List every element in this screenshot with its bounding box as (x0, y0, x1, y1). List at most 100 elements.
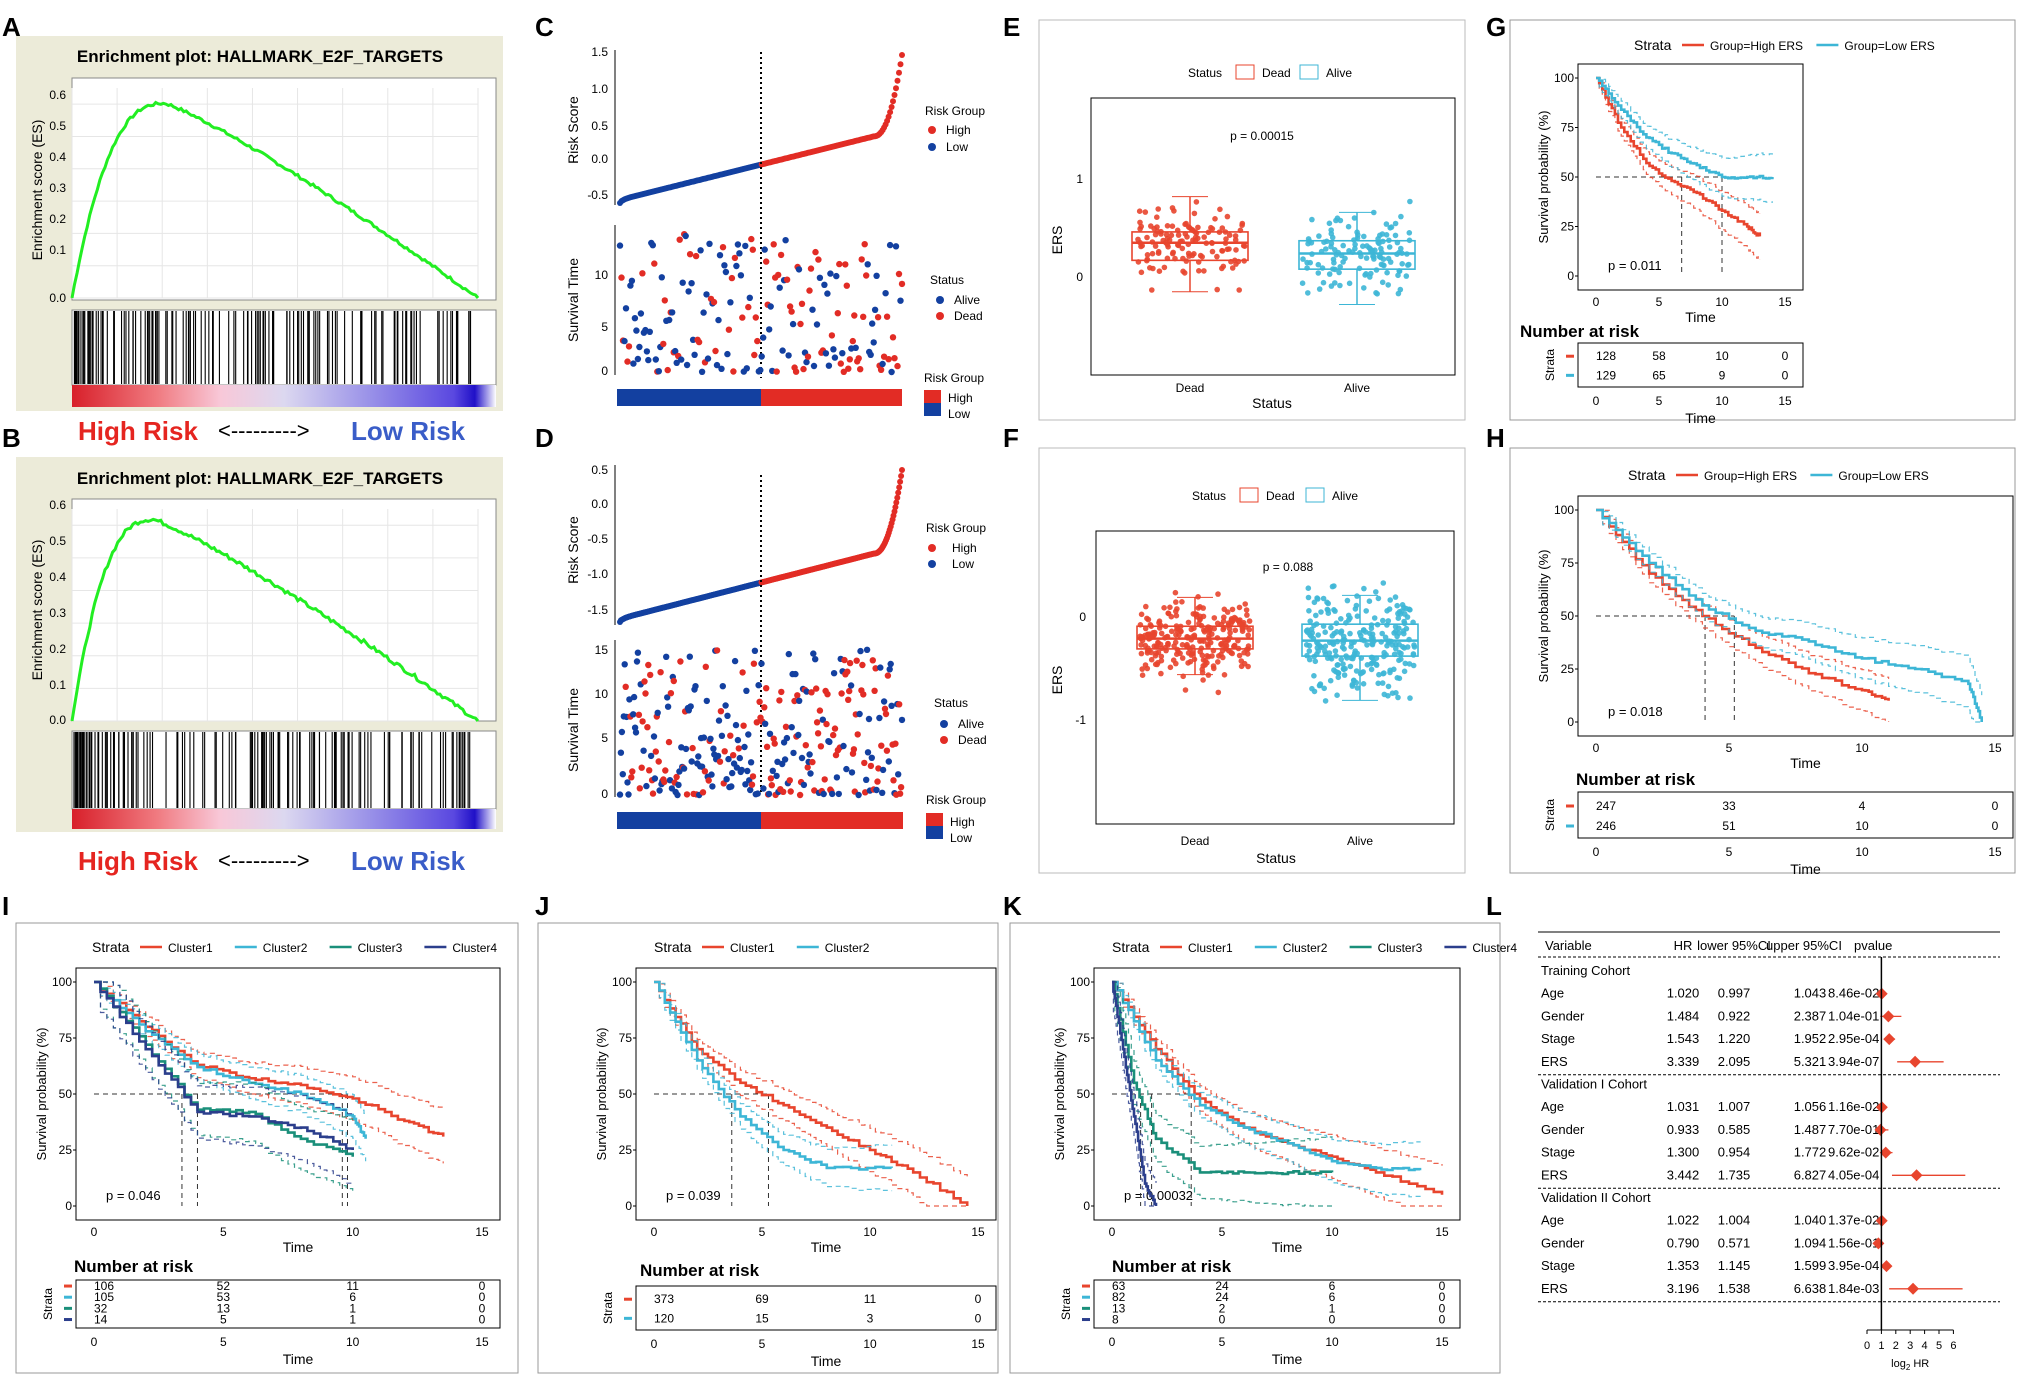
low-group-bar (617, 812, 761, 829)
xtick: 15 (1778, 295, 1792, 309)
panel-label-l: L (1486, 891, 1502, 921)
ci-band (1596, 77, 1761, 260)
status-dot (724, 350, 731, 358)
ytick: 25 (1077, 1143, 1091, 1157)
status-dot (657, 669, 664, 676)
data-point (1343, 620, 1349, 626)
column-header: lower 95%CI (1697, 938, 1771, 953)
status-dot (639, 270, 646, 277)
status-dot (769, 767, 776, 774)
status-dot (798, 754, 806, 762)
data-point (1361, 585, 1367, 592)
xtick: 10 (1715, 295, 1729, 309)
legend-entry: Group=High ERS (1704, 469, 1797, 483)
data-point (1311, 653, 1317, 660)
risk-count: 105 (94, 1290, 114, 1304)
gsea-panel-a: Enrichment plot: HALLMARK_E2F_TARGETS 0.… (16, 36, 503, 446)
xtick: 0 (1593, 394, 1600, 408)
survival-time-dots (616, 646, 906, 799)
data-point (1135, 259, 1142, 265)
xtick: 5 (1219, 1225, 1226, 1239)
status-dot (827, 270, 834, 277)
status-dot (845, 365, 852, 372)
data-point (1334, 215, 1341, 221)
status-dot (697, 247, 704, 254)
risk-count: 5 (220, 1313, 227, 1327)
status-dot (645, 661, 652, 669)
status-dot (700, 309, 707, 316)
data-point (1184, 234, 1190, 240)
xtick: 0 (91, 1335, 98, 1349)
xtick: Dead (1176, 381, 1205, 395)
status-dot (876, 714, 883, 722)
data-point (1380, 580, 1387, 586)
status-dot (734, 736, 742, 744)
status-dot (886, 241, 894, 249)
data-point (1358, 655, 1365, 661)
high-group-bar (761, 389, 902, 406)
data-point (1354, 593, 1360, 599)
status-dot (812, 248, 819, 256)
data-point (1147, 265, 1153, 271)
status-dot (656, 787, 663, 794)
status-dot (833, 774, 841, 781)
status-dot (731, 657, 739, 665)
status-dot (881, 705, 889, 712)
data-point (1337, 282, 1343, 289)
ytick: -1.5 (587, 603, 608, 617)
ytick: 0 (601, 787, 608, 801)
p-value: p = 0.011 (1608, 258, 1662, 273)
status-dot (630, 360, 637, 367)
risk-dot (892, 504, 899, 511)
data-point (1188, 637, 1194, 643)
status-dot (640, 747, 647, 754)
ci-band (94, 981, 367, 1117)
status-dot (867, 351, 874, 358)
risk-table-ylabel: Strata (1543, 799, 1557, 831)
data-point (1232, 237, 1239, 243)
data-point (1395, 694, 1401, 701)
upper-ci: 1.772 (1794, 1145, 1827, 1160)
ytick: 0 (65, 1199, 72, 1213)
status-dot (869, 657, 876, 664)
xtick: 0 (1593, 741, 1600, 755)
data-point (1226, 232, 1233, 238)
risk-count: 0 (479, 1301, 486, 1315)
es-curve (70, 517, 480, 722)
status-dot (622, 305, 630, 312)
status-dot (736, 250, 743, 257)
data-point (1398, 245, 1404, 252)
status-dot (867, 762, 875, 770)
data-point (1180, 268, 1186, 275)
data-point (1384, 269, 1390, 276)
risk-score-dots (617, 52, 905, 206)
status-dot (852, 344, 859, 351)
data-point (1151, 643, 1158, 649)
status-dot (655, 368, 662, 375)
risk-count: 6 (1329, 1279, 1336, 1293)
status-dot (887, 660, 894, 668)
xtick: 5 (1656, 394, 1663, 408)
ytick: 25 (59, 1143, 73, 1157)
data-point (1374, 621, 1381, 628)
gsea-title: Enrichment plot: HALLMARK_E2F_TARGETS (77, 47, 443, 66)
status-dot (795, 266, 803, 273)
risk-table-title: Number at risk (1576, 770, 1696, 789)
data-point (1305, 236, 1312, 242)
status-dot (719, 244, 727, 251)
data-point (1195, 224, 1201, 231)
status-dot (725, 755, 732, 763)
risk-count: 11 (346, 1279, 359, 1293)
data-point (1305, 290, 1311, 296)
ytick: 0.4 (49, 570, 66, 584)
risk-dot (899, 467, 905, 473)
data-point (1165, 640, 1171, 647)
risk-dot (899, 52, 905, 58)
data-point (1241, 258, 1247, 264)
x-label: Time (283, 1351, 314, 1367)
ytick: 25 (619, 1143, 633, 1157)
legend-high-marker (928, 126, 936, 134)
status-dot (810, 362, 818, 370)
panel-label-h: H (1486, 423, 1505, 453)
km-panel-g: Strata Group=High ERS Group=Low ERS1007550… (1509, 19, 2016, 426)
